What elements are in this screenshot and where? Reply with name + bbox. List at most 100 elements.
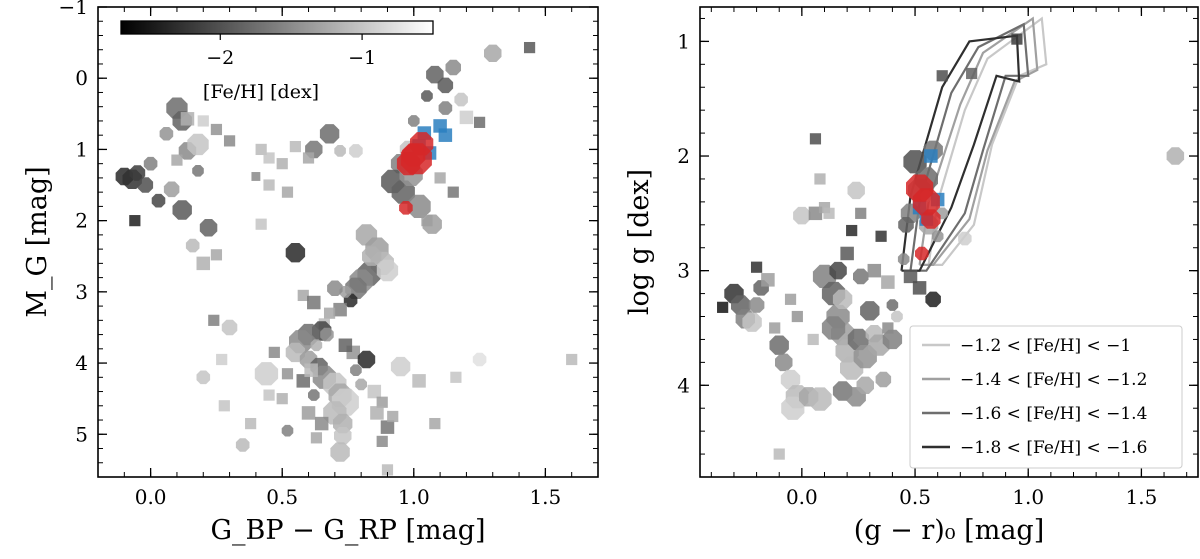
star-point: [381, 464, 394, 476]
star-point: [434, 172, 446, 184]
star-point: [780, 369, 801, 390]
axes-frame: [97, 6, 599, 478]
star-point: [775, 353, 793, 372]
star-point: [784, 293, 797, 305]
star-point: [362, 246, 382, 266]
star-point: [255, 143, 267, 156]
star-point: [793, 206, 811, 225]
star-point: [875, 230, 887, 242]
star-point: [886, 299, 899, 311]
star-point: [818, 202, 831, 214]
star-point: [296, 374, 311, 388]
star-point: [276, 158, 288, 170]
star-point: [408, 115, 420, 127]
star-point: [334, 145, 346, 157]
star-point: [891, 310, 903, 323]
star-point: [1166, 147, 1185, 165]
star-point: [355, 378, 367, 391]
star-point: [903, 150, 927, 174]
star-point: [897, 253, 910, 265]
star-point: [391, 180, 415, 204]
star-point: [853, 268, 869, 285]
plot-area: [717, 16, 1185, 460]
star-point: [255, 218, 267, 230]
star-point: [218, 400, 230, 412]
star-point: [180, 112, 195, 126]
isochrone-band-4: [900, 34, 1021, 272]
star-point: [297, 289, 309, 302]
y-tick-label: 2: [75, 209, 88, 233]
star-point: [421, 215, 433, 227]
star-point: [925, 291, 941, 308]
star-point: [454, 92, 468, 107]
star-point: [251, 172, 261, 181]
star-point: [268, 346, 280, 358]
star-point: [450, 371, 462, 383]
star-point: [216, 353, 228, 366]
star-point: [310, 432, 323, 444]
star-point: [333, 302, 347, 317]
star-point: [187, 133, 209, 156]
star-point: [172, 200, 192, 220]
star-point: [235, 438, 250, 452]
star-point: [882, 329, 903, 350]
y-axis-label: log g [dex]: [624, 169, 655, 315]
y-axis-label: M_G [mag]: [22, 166, 53, 317]
star-point: [196, 370, 211, 385]
colorbar-tick-label: −2: [206, 47, 234, 69]
star-point: [376, 435, 388, 447]
star-point: [314, 416, 329, 431]
legend-label: −1.4 < [Fe/H] < −1.2: [960, 370, 1147, 390]
legend-label: −1.8 < [Fe/H] < −1.6: [960, 438, 1147, 458]
star-point: [185, 238, 200, 253]
star-point: [966, 67, 978, 80]
colorbar: [120, 20, 434, 35]
star-point: [376, 396, 388, 408]
star-point: [223, 135, 236, 147]
star-point: [137, 177, 154, 193]
star-point: [860, 301, 880, 321]
colorbar-label: [Fe/H] [dex]: [203, 81, 319, 103]
star-point: [263, 152, 275, 164]
star-point: [750, 261, 763, 273]
star-point: [192, 165, 204, 177]
star-point: [129, 165, 146, 181]
star-point: [285, 243, 306, 263]
star-point: [319, 124, 340, 144]
star-point: [855, 207, 867, 219]
left-panel: 0.0 0.5 1.0 1.5 −1 0 1 2 3 4 5 G_BP − G_RP [mag] M_G…: [22, 0, 599, 546]
star-point: [881, 275, 895, 289]
x-tick-label: 0.5: [266, 485, 298, 509]
star-point: [438, 101, 453, 115]
star-point: [808, 387, 832, 411]
star-point: [912, 281, 927, 295]
y-tick-label: −1: [59, 0, 88, 19]
y-tick-label: 2: [677, 144, 690, 168]
y-tick-label: 1: [75, 137, 88, 161]
star-point: [263, 179, 275, 191]
y-tick-label: 0: [75, 66, 88, 90]
star-point: [208, 314, 220, 326]
y-tick-label: 3: [75, 280, 88, 304]
blue-star: [924, 149, 938, 163]
star-point: [832, 289, 853, 309]
red-star: [399, 201, 413, 215]
star-point: [350, 364, 362, 376]
y-tick-label: 3: [677, 259, 690, 283]
star-point: [847, 328, 870, 351]
star-point: [245, 417, 257, 430]
star-point: [302, 152, 315, 164]
star-point: [171, 154, 183, 166]
star-point: [330, 442, 350, 462]
legend-label: −1.6 < [Fe/H] < −1.4: [960, 404, 1147, 424]
star-point: [407, 194, 431, 218]
star-point: [903, 269, 918, 284]
star-point: [390, 356, 411, 377]
star-point: [263, 389, 275, 401]
star-point: [376, 259, 399, 282]
x-tick-label: 1.5: [529, 485, 561, 509]
star-point: [210, 123, 223, 136]
star-point: [875, 371, 892, 388]
star-point: [197, 115, 209, 127]
star-point: [437, 77, 454, 94]
